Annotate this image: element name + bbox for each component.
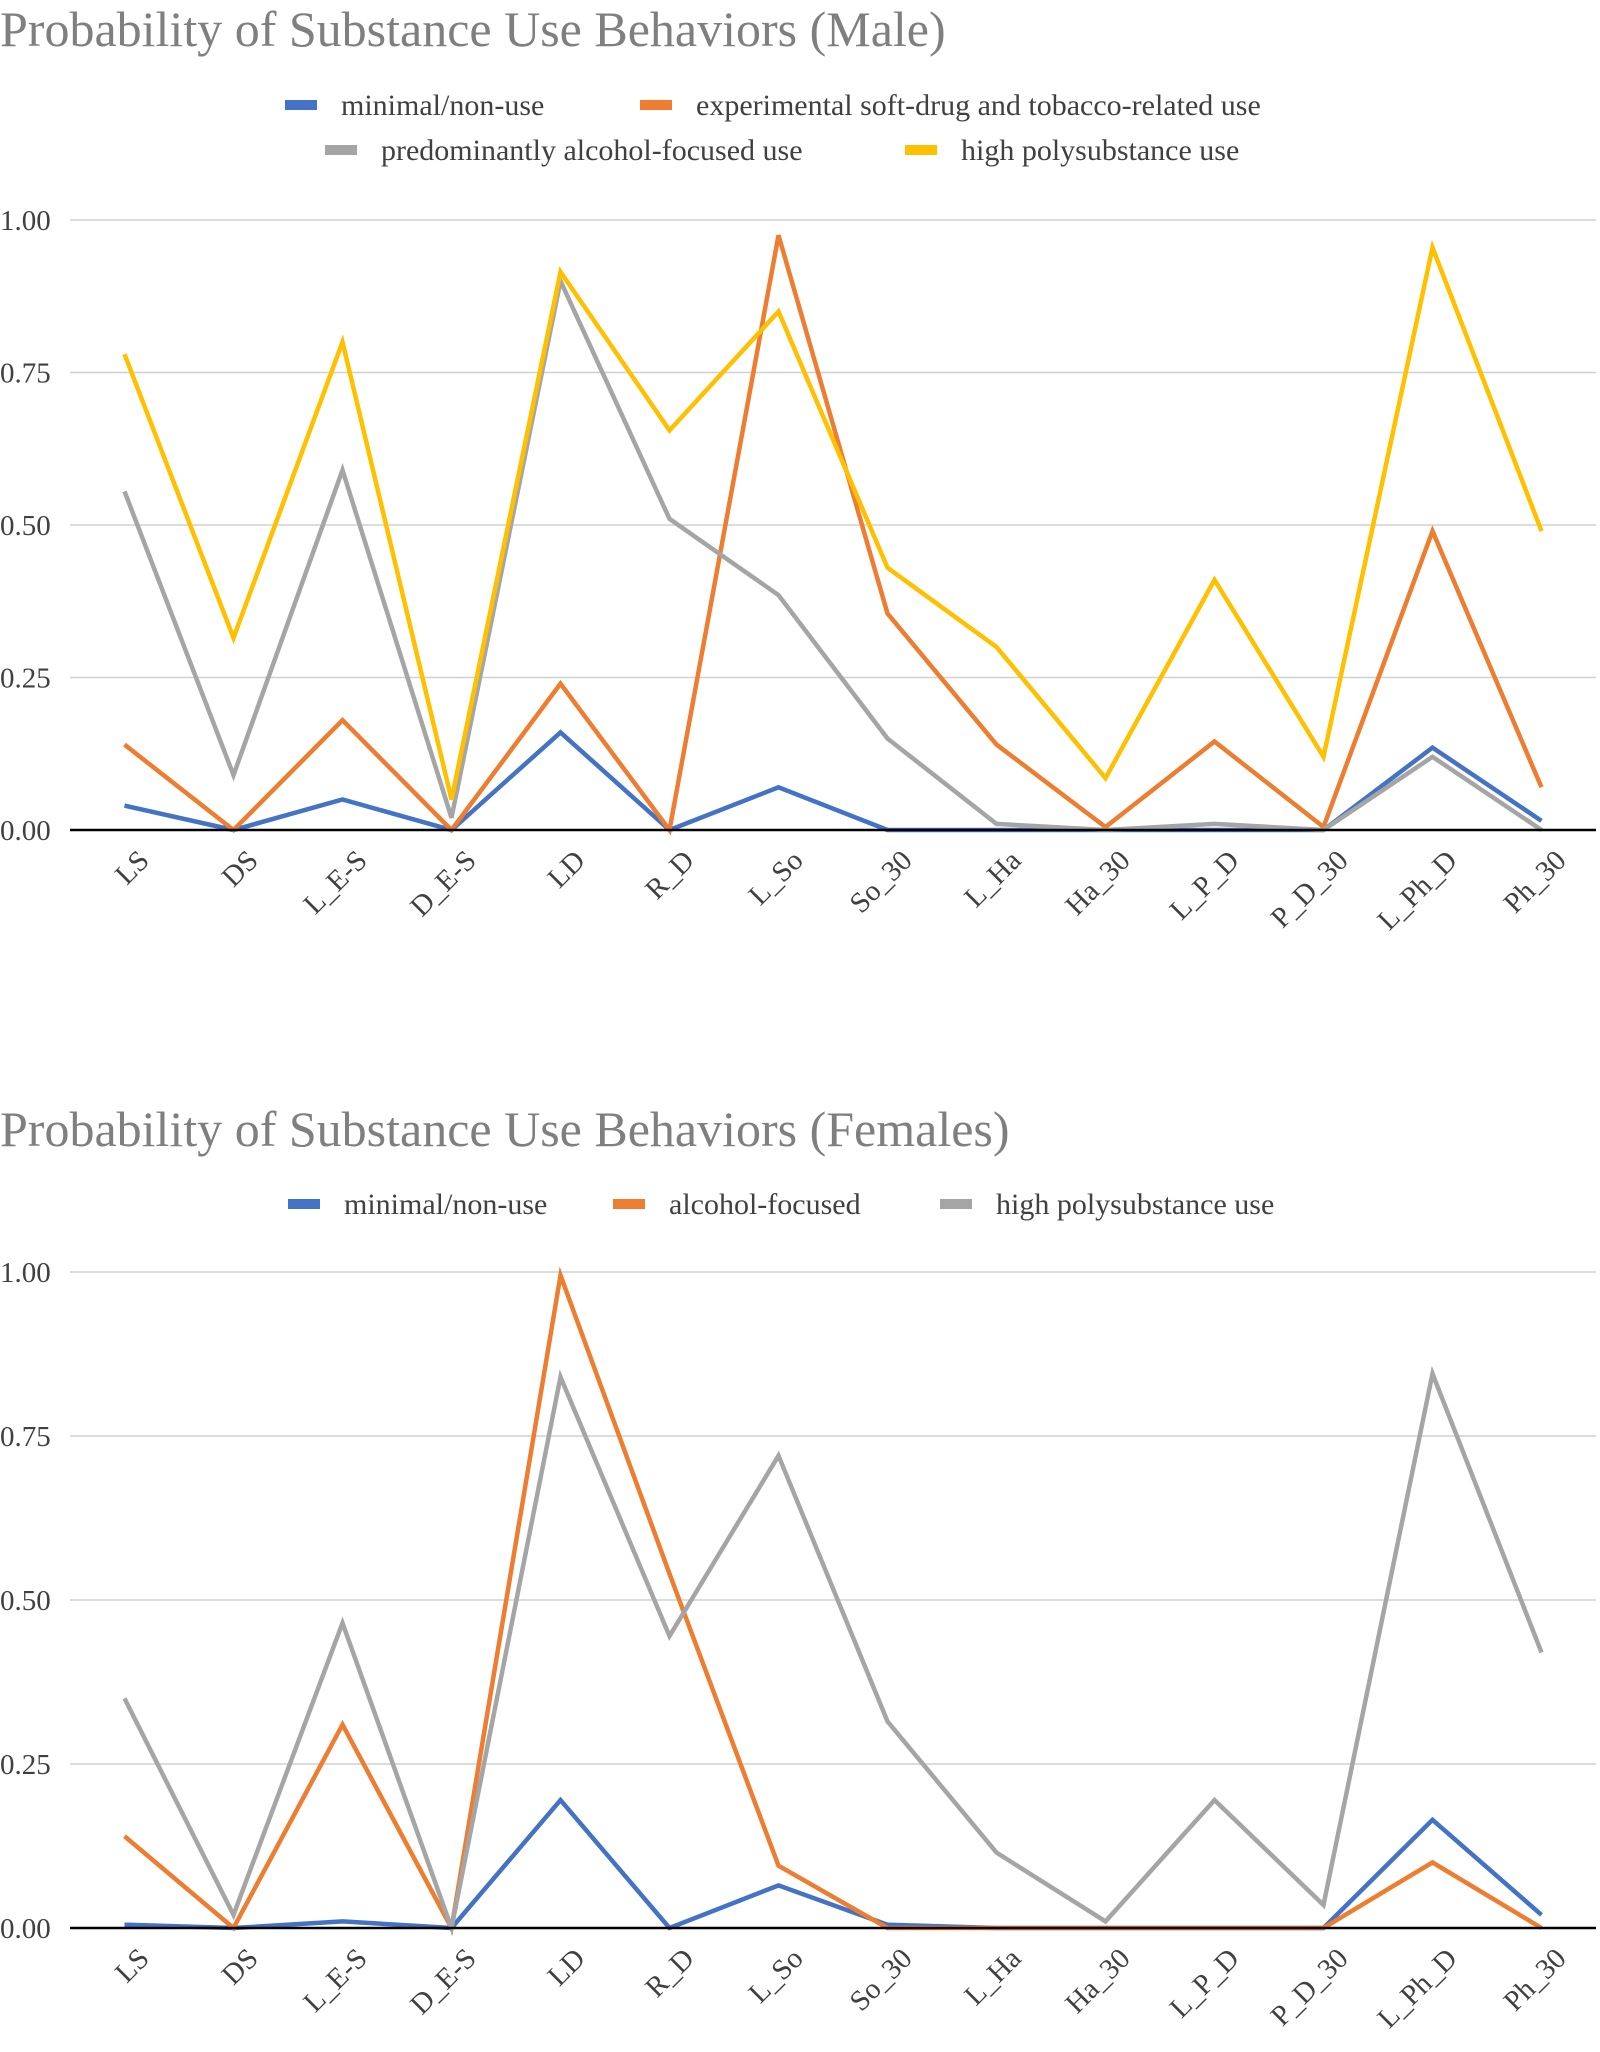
male-chart-title: Probability of Substance Use Behaviors (… (0, 1, 946, 57)
female-x-tick-p-d-30: P_D_30 (1265, 1942, 1355, 2032)
male-y-tick-0-00: 0.00 (0, 815, 51, 847)
female-legend-label-high-polysubstance-use: high polysubstance use (996, 1188, 1274, 1221)
female-y-tick-0-00: 0.00 (0, 1913, 51, 1945)
female-x-tick-l-so: L_So (743, 1942, 810, 2009)
female-legend-swatch-minimal-non-use (288, 1199, 320, 1209)
female-plot: minimal/non-use alcohol-focused high polys… (0, 1188, 1596, 2035)
female-legend: minimal/non-use alcohol-focused high polys… (288, 1188, 1274, 1221)
female-y-tick-0-75: 0.75 (0, 1421, 51, 1453)
male-legend-swatch-predominantly-alcohol-focused-use (325, 145, 357, 155)
female-legend-label-minimal-non-use: minimal/non-use (344, 1188, 547, 1221)
male-chart: Probability of Substance Use Behaviors (… (0, 0, 1600, 1000)
female-x-tick-l-e-s: L_E-S (297, 1942, 373, 2018)
male-legend-swatch-experimental-soft-drug-and-tobacco-related-use (640, 100, 672, 110)
male-series-group (122, 234, 1544, 836)
female-line-minimal-non-use (124, 1796, 1543, 1931)
male-x-tick-p-d-30: P_D_30 (1265, 844, 1355, 934)
male-x-tick-ha-30: Ha_30 (1059, 844, 1136, 921)
male-x-tick-r-d: R_D (639, 844, 700, 905)
female-chart-title: Probability of Substance Use Behaviors (… (0, 1101, 1010, 1157)
male-x-tick-so-30: So_30 (844, 844, 919, 919)
male-legend-label-predominantly-alcohol-focused-use: predominantly alcohol-focused use (381, 134, 803, 167)
female-chart: Probability of Substance Use Behaviors (… (0, 1100, 1600, 2052)
male-x-tick-labels: LS DS L_E-S D_E-S LD R_D L_So So_30 L_Ha Ha_30 L_P… (109, 844, 1573, 936)
male-x-tick-l-e-s: L_E-S (297, 844, 373, 920)
male-line-experimental-soft-drug-and-tobacco-related-use (123, 234, 1544, 836)
female-y-tick-0-25: 0.25 (0, 1749, 51, 1781)
male-x-tick-d-e-s: D_E-S (404, 844, 482, 922)
male-legend: minimal/non-use experimental soft-drug an… (285, 89, 1261, 167)
female-x-tick-ld: LD (542, 1942, 592, 1992)
male-x-tick-ld: LD (542, 844, 592, 894)
female-legend-swatch-high-polysubstance-use (940, 1199, 972, 1209)
female-series-group (122, 1266, 1544, 1937)
male-plot: minimal/non-use experimental soft-drug an… (0, 89, 1596, 937)
male-y-tick-0-50: 0.50 (0, 510, 51, 542)
female-y-tick-0-50: 0.50 (0, 1585, 51, 1617)
male-y-tick-0-25: 0.25 (0, 663, 51, 695)
female-legend-swatch-alcohol-focused (613, 1199, 645, 1209)
male-x-tick-l-ph-d: L_Ph_D (1371, 844, 1463, 936)
female-x-tick-ls: LS (109, 1942, 156, 1989)
female-x-tick-ds: DS (216, 1942, 265, 1991)
male-y-tick-0-75: 0.75 (0, 358, 51, 390)
male-x-tick-l-p-d: L_P_D (1164, 844, 1246, 926)
female-x-tick-ha-30: Ha_30 (1059, 1942, 1136, 2019)
male-x-tick-l-ha: L_Ha (958, 844, 1027, 913)
male-legend-swatch-high-polysubstance-use (905, 145, 937, 155)
male-legend-swatch-minimal-non-use (285, 100, 317, 110)
female-line-high-polysubstance-use (122, 1365, 1544, 1937)
male-x-tick-ls: LS (109, 844, 156, 891)
female-x-tick-r-d: R_D (639, 1942, 700, 2003)
female-x-tick-l-ph-d: L_Ph_D (1371, 1942, 1463, 2034)
male-line-predominantly-alcohol-focused-use (122, 273, 1543, 833)
male-line-high-polysubstance-use (122, 239, 1544, 801)
female-line-alcohol-focused (123, 1266, 1543, 1935)
male-x-tick-l-so: L_So (743, 844, 810, 911)
male-legend-label-experimental-soft-drug-and-tobacco-related-use: experimental soft-drug and tobacco-relat… (696, 89, 1261, 122)
female-x-tick-labels: LS DS L_E-S D_E-S LD R_D L_So So_30 L_Ha Ha_30 L_P… (109, 1942, 1573, 2034)
female-x-tick-l-p-d: L_P_D (1164, 1942, 1246, 2024)
female-x-tick-so-30: So_30 (844, 1942, 919, 2017)
male-x-tick-ds: DS (216, 844, 265, 893)
female-x-tick-ph-30: Ph_30 (1498, 1942, 1573, 2017)
female-legend-label-alcohol-focused: alcohol-focused (669, 1188, 861, 1221)
male-gridlines (70, 219, 1596, 679)
female-y-tick-1-00: 1.00 (0, 1257, 51, 1289)
female-x-tick-d-e-s: D_E-S (404, 1942, 482, 2020)
male-legend-label-high-polysubstance-use: high polysubstance use (961, 134, 1239, 167)
male-legend-label-minimal-non-use: minimal/non-use (341, 89, 544, 122)
male-x-tick-ph-30: Ph_30 (1498, 844, 1573, 919)
female-gridlines (70, 1271, 1596, 1765)
male-y-tick-1-00: 1.00 (0, 205, 51, 237)
female-x-tick-l-ha: L_Ha (958, 1942, 1027, 2011)
